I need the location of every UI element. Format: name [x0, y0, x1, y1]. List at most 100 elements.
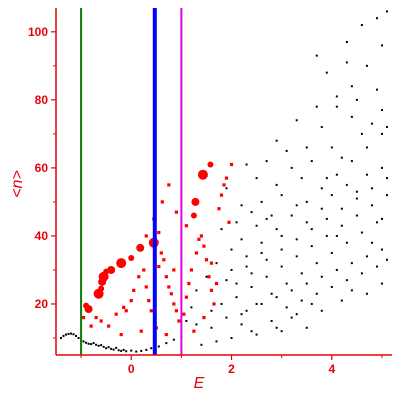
black-data-point: [210, 326, 213, 329]
black-data-point: [75, 334, 78, 337]
black-data-point: [67, 332, 70, 335]
red-large-data-point: [207, 161, 214, 168]
black-data-point: [185, 319, 188, 322]
y-tick-label: 60: [35, 161, 49, 175]
black-data-point: [330, 194, 333, 197]
black-data-point: [107, 346, 110, 349]
red-data-point: [204, 258, 209, 262]
black-data-point: [375, 17, 378, 20]
black-data-point: [290, 289, 293, 292]
black-data-point: [195, 289, 198, 292]
vertical-lines: [80, 8, 183, 355]
black-data-point: [265, 275, 268, 278]
black-data-point: [355, 190, 358, 193]
black-data-point: [360, 132, 363, 135]
black-data-point: [270, 292, 273, 295]
red-data-point: [227, 220, 231, 224]
black-data-point: [122, 348, 125, 351]
black-data-point: [165, 342, 168, 345]
black-data-point: [240, 238, 243, 241]
black-data-point: [255, 224, 258, 227]
black-data-point: [325, 71, 328, 74]
black-data-point: [250, 211, 253, 214]
red-data-point: [162, 258, 166, 262]
black-data-point: [295, 238, 298, 241]
black-data-point: [335, 173, 338, 176]
black-data-point: [320, 309, 323, 312]
black-data-point: [335, 105, 338, 108]
black-data-point: [112, 348, 115, 351]
x-axis-ticks: 0 2 4: [80, 355, 383, 376]
black-data-point: [265, 258, 268, 261]
black-data-point: [220, 228, 223, 231]
black-data-point: [275, 296, 278, 299]
black-data-point: [270, 214, 273, 217]
red-data-point: [202, 315, 206, 320]
red-data-point: [122, 305, 126, 309]
black-data-point: [285, 306, 288, 309]
red-large-data-point: [190, 212, 197, 219]
black-data-point: [300, 299, 303, 302]
black-data-point: [275, 228, 278, 231]
black-data-point: [340, 156, 343, 159]
black-data-point: [365, 173, 368, 176]
red-large-data-point: [84, 305, 93, 314]
red-data-point: [209, 261, 214, 265]
black-data-point: [235, 221, 238, 224]
black-data-point: [340, 207, 343, 210]
red-data-point: [217, 207, 221, 211]
red-data-point: [219, 193, 224, 197]
black-data-point: [210, 309, 213, 312]
red-data-point: [99, 319, 103, 323]
black-data-point: [260, 200, 263, 203]
black-data-point: [305, 326, 308, 329]
black-data-point: [365, 64, 368, 67]
black-data-point: [345, 241, 348, 244]
y-axis-ticks: 20 40 60 80 100: [28, 25, 56, 339]
red-data-point: [184, 224, 188, 228]
black-data-point: [275, 326, 278, 329]
black-data-point: [145, 348, 148, 351]
red-data-point: [169, 292, 173, 296]
red-data-point: [164, 275, 168, 279]
red-data-point: [194, 251, 199, 255]
black-data-point: [385, 126, 388, 129]
black-data-point: [305, 282, 308, 285]
black-data-point: [240, 204, 243, 207]
black-data-point: [365, 146, 368, 149]
black-data-point: [270, 319, 273, 322]
black-data-point: [205, 275, 208, 278]
red-data-point: [94, 315, 98, 320]
black-data-point: [110, 347, 113, 350]
black-data-point: [335, 95, 338, 98]
black-data-point: [370, 241, 373, 244]
black-data-point: [310, 160, 313, 163]
black-data-point: [92, 342, 95, 345]
black-data-point: [95, 343, 98, 346]
black-data-point: [140, 349, 143, 352]
black-data-point: [90, 343, 93, 346]
black-data-point: [215, 340, 218, 343]
black-data-point: [345, 279, 348, 282]
black-data-point: [320, 207, 323, 210]
black-data-point: [350, 160, 353, 163]
black-data-point: [360, 231, 363, 234]
red-data-point: [199, 234, 204, 238]
black-data-point: [115, 346, 118, 349]
black-data-point: [290, 166, 293, 169]
black-data-point: [365, 292, 368, 295]
red-data-point: [189, 268, 194, 272]
black-data-point: [255, 333, 258, 336]
black-data-point: [255, 177, 258, 180]
black-data-point: [245, 163, 248, 166]
black-data-point: [72, 333, 75, 336]
black-data-point: [245, 265, 248, 268]
y-tick-label: 20: [35, 297, 49, 311]
black-data-point: [385, 258, 388, 261]
red-data-point: [174, 309, 178, 313]
red-data-point: [132, 288, 136, 292]
x-tick-label: 0: [128, 362, 135, 376]
black-data-point: [117, 349, 120, 352]
black-data-point: [330, 285, 333, 288]
black-data-point: [275, 139, 278, 142]
